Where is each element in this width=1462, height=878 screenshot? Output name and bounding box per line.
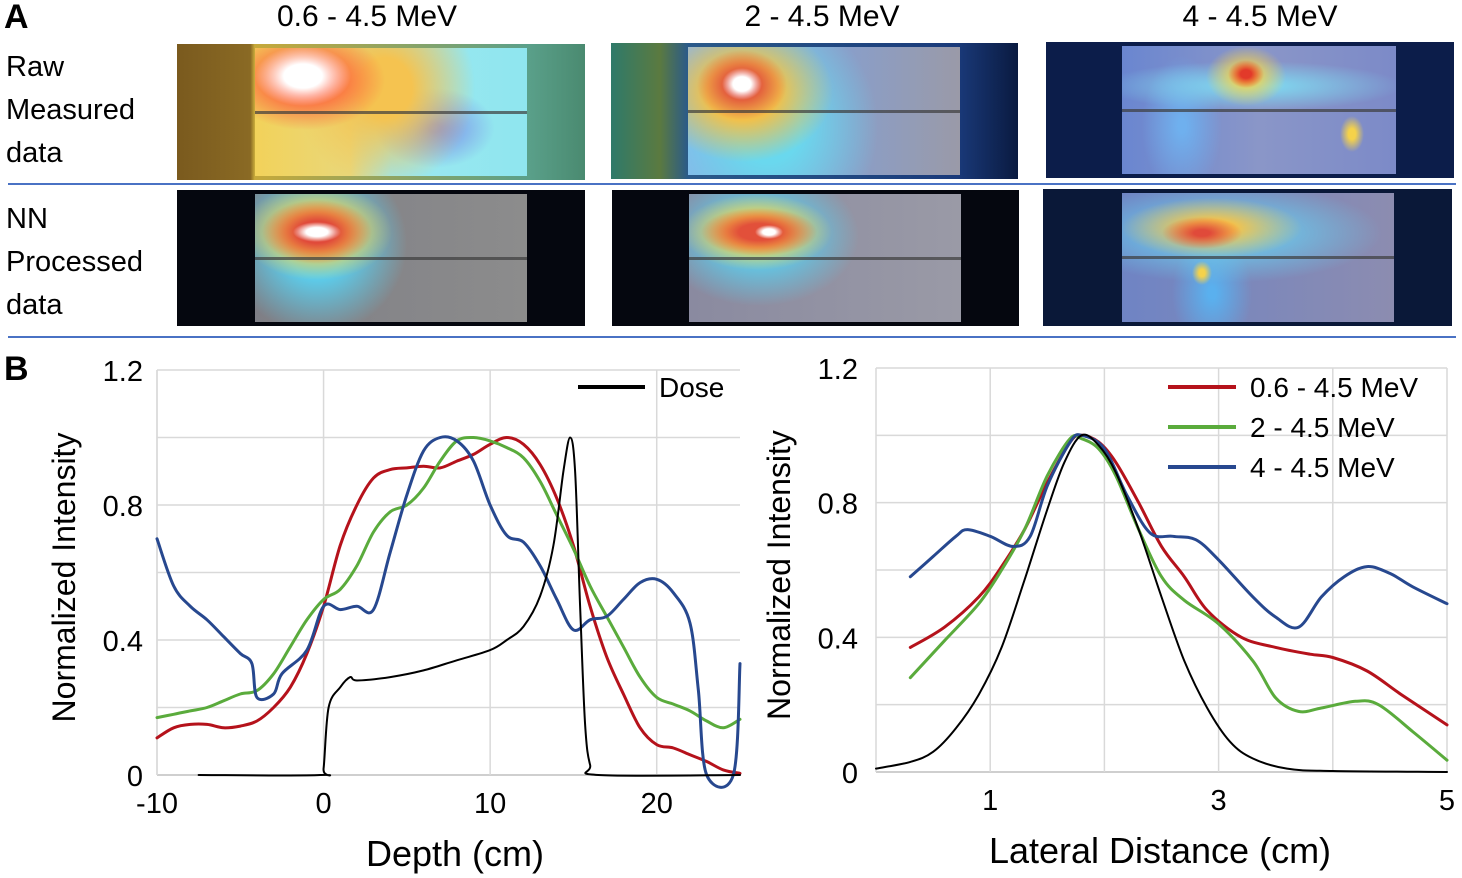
column-title-2-4-5-mev: 2 - 4.5 MeV	[744, 0, 900, 33]
panel-a-letter: A	[4, 0, 29, 36]
legend-label: 2 - 4.5 MeV	[1250, 412, 1395, 443]
x-tick-label: 10	[474, 788, 506, 820]
y-tick-label: 0.8	[818, 489, 858, 521]
y-tick-label: 0.4	[103, 626, 143, 658]
series-line-2-4-5-mev	[908, 434, 1449, 762]
x-tick-label: 1	[982, 785, 998, 817]
column-title-0-6-4-5-mev: 0.6 - 4.5 MeV	[276, 0, 458, 33]
x-axis-title: Depth (cm)	[366, 833, 544, 874]
x-axis-title: Lateral Distance (cm)	[989, 830, 1331, 871]
column-title-4-4-5-mev: 4 - 4.5 MeV	[1182, 0, 1338, 33]
chart-lateral: 0 0.4 0.8 1.2 1 3 5 Lateral Distance (cm) Normal…	[761, 354, 1455, 871]
x-tick-label: 0	[316, 788, 332, 820]
series-line-2-4-5-mev	[155, 435, 742, 730]
series-line-dose	[197, 436, 741, 777]
heatmap-raw-0-6-4-5-mev	[177, 44, 585, 180]
series-line-4-4-5-mev	[908, 433, 1449, 630]
row-label-raw-measured: Raw Measured data	[6, 46, 135, 175]
y-axis-title: Normalized Intensity	[46, 433, 82, 723]
row-separator	[8, 183, 1456, 185]
x-tick-label: 3	[1211, 785, 1227, 817]
legend-label: Dose	[659, 372, 724, 403]
y-tick-label: 1.2	[818, 354, 858, 386]
heatmap-raw-2-4-5-mev	[611, 43, 1018, 179]
panel-b-letter: B	[4, 350, 29, 388]
series-line-0-6-4-5-mev	[155, 436, 742, 775]
row-separator	[8, 336, 1456, 338]
x-tick-label: 5	[1439, 785, 1455, 817]
row-label-line: data	[6, 289, 63, 321]
y-tick-label: 0.8	[103, 491, 143, 523]
heatmap-nn-4-4-5-mev	[1043, 189, 1452, 326]
series-line-4-4-5-mev	[155, 435, 742, 789]
heatmap-raw-4-4-5-mev	[1046, 42, 1454, 178]
row-label-line: data	[6, 137, 63, 169]
heatmap-nn-2-4-5-mev	[612, 190, 1019, 326]
x-tick-label: -10	[136, 788, 178, 820]
row-label-line: Measured	[6, 94, 135, 126]
x-tick-label: 20	[641, 788, 673, 820]
y-tick-label: 0.4	[818, 623, 858, 655]
y-tick-label: 0	[842, 758, 858, 790]
row-label-line: Raw	[6, 51, 65, 83]
row-label-nn-processed: NN Processed data	[6, 198, 143, 327]
y-tick-label: 1.2	[103, 356, 143, 388]
legend-label: 0.6 - 4.5 MeV	[1250, 372, 1418, 403]
row-label-line: Processed	[6, 246, 144, 278]
row-label-line: NN	[6, 203, 48, 235]
legend-label: 4 - 4.5 MeV	[1250, 452, 1395, 483]
y-tick-label: 0	[127, 761, 143, 793]
series-line-dose	[875, 433, 1448, 773]
y-axis-title: Normalized Intensity	[761, 430, 797, 720]
heatmap-nn-0-6-4-5-mev	[177, 190, 585, 326]
